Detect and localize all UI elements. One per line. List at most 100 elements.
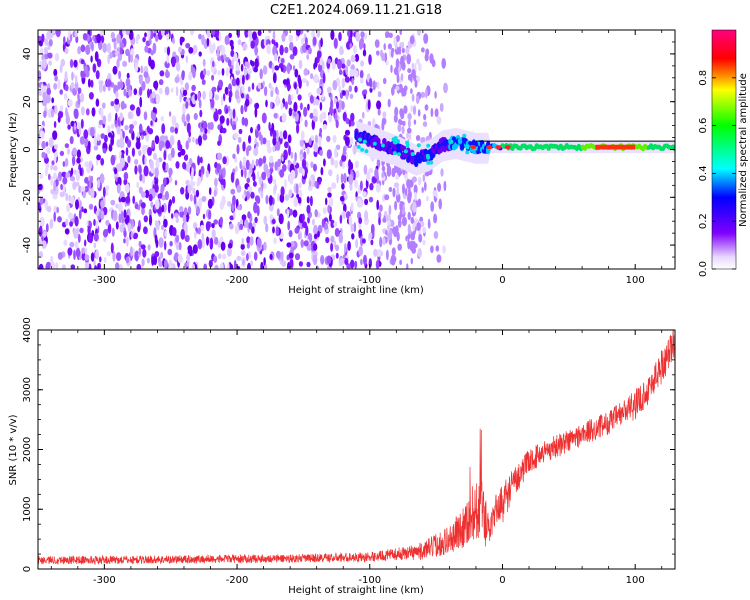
spectrogram-signal-highlight <box>392 151 397 156</box>
spectrogram-noise-mark <box>348 166 351 175</box>
spectrogram-noise-mark <box>120 210 124 222</box>
spectrogram-noise-mark <box>211 30 216 36</box>
spectrogram-noise-mark <box>368 258 372 268</box>
spectrogram-noise-mark <box>311 30 316 38</box>
spectrogram-noise-mark <box>390 254 396 266</box>
spectrogram-noise-mark <box>64 228 70 235</box>
spectrogram-noise-mark <box>241 193 246 200</box>
spectrogram-noise-mark <box>73 108 79 120</box>
spectrogram-noise-mark <box>344 76 350 83</box>
spectrogram-noise-mark <box>58 110 64 119</box>
spectrogram-noise-mark <box>140 65 144 74</box>
spectrogram-noise-mark <box>426 195 429 202</box>
spectrogram-noise-mark <box>217 108 222 115</box>
spectrogram-noise-mark <box>318 136 322 146</box>
spectrogram-noise-mark <box>217 152 223 161</box>
spectrogram-noise-mark <box>415 135 421 141</box>
spectrogram-noise-mark <box>72 155 76 166</box>
spectrogram-noise-mark <box>348 174 354 185</box>
spectrogram-noise-mark <box>160 30 165 37</box>
spectrogram-noise-mark <box>260 189 264 199</box>
spectrogram-noise-mark <box>200 224 205 232</box>
spectrogram-noise-mark <box>369 232 373 239</box>
spectrogram-noise-mark <box>182 89 188 97</box>
spectrogram-noise-mark <box>272 129 277 139</box>
spectrogram-noise-mark <box>233 52 238 62</box>
spectrogram-noise-mark <box>100 210 105 221</box>
spectrogram-noise-mark <box>430 107 434 118</box>
spectrogram-noise-mark <box>304 119 308 128</box>
spectrogram-noise-mark <box>167 153 173 162</box>
spectrogram-signal-highlight <box>426 160 431 165</box>
spectrogram-noise-mark <box>80 95 85 102</box>
spectrogram-x-tick-label: -100 <box>358 275 381 286</box>
spectrogram-noise-mark <box>194 264 198 269</box>
spectrogram-noise-mark <box>265 223 269 233</box>
spectrogram-noise-mark <box>328 114 333 123</box>
spectrogram-noise-mark <box>94 265 98 269</box>
spectrogram-noise-mark <box>425 87 428 99</box>
spectrogram-noise-mark <box>107 132 113 138</box>
spectrogram-noise-mark <box>306 30 309 33</box>
spectrogram-noise-mark <box>319 101 323 111</box>
spectrogram-noise-mark <box>378 216 381 226</box>
spectrogram-noise-mark <box>300 239 304 248</box>
spectrogram-noise-mark <box>147 30 151 40</box>
spectrogram-noise-mark <box>45 262 50 269</box>
spectrogram-noise-mark <box>409 35 415 45</box>
spectrogram-noise-mark <box>48 173 51 181</box>
spectrogram-noise-mark <box>100 108 104 119</box>
spectrogram-noise-mark <box>269 167 274 173</box>
spectrogram-noise-mark <box>179 206 184 213</box>
spectrogram-noise-mark <box>276 89 280 96</box>
spectrogram-noise-mark <box>412 105 417 116</box>
spectrogram-noise-mark <box>240 243 245 250</box>
spectrogram-noise-mark <box>363 164 368 175</box>
spectrogram-noise-mark <box>330 30 335 41</box>
spectrogram-noise-mark <box>217 140 222 146</box>
spectrogram-noise-mark <box>102 229 109 238</box>
spectrogram-noise-mark <box>127 139 132 148</box>
spectrogram-noise-mark <box>102 186 106 198</box>
spectrogram-noise-mark <box>231 78 237 87</box>
spectrogram-noise-mark <box>227 105 231 112</box>
spectrogram-noise-mark <box>197 155 201 166</box>
spectrogram-noise-mark <box>277 158 281 168</box>
spectrogram-noise-mark <box>304 37 308 46</box>
spectrogram-noise-mark <box>332 80 338 91</box>
spectrogram-noise-mark <box>190 64 194 74</box>
spectrogram-noise-mark <box>439 102 444 112</box>
spectrogram-noise-mark <box>393 36 397 47</box>
spectrogram-noise-mark <box>186 113 191 123</box>
spectrogram-noise-mark <box>245 73 249 81</box>
spectrogram-signal-mark <box>382 138 387 145</box>
snr-y-label: SNR (10 * v/v) <box>8 414 19 485</box>
spectrogram-noise-mark <box>408 134 412 140</box>
spectrogram-noise-mark <box>369 183 374 191</box>
spectrogram-noise-mark <box>57 216 62 223</box>
spectrogram-noise-mark <box>132 195 136 204</box>
spectrogram-noise-mark <box>306 80 309 87</box>
spectrogram-noise-mark <box>341 77 345 89</box>
spectrogram-noise-mark <box>47 52 53 59</box>
spectrogram-noise-mark <box>389 49 392 58</box>
spectrogram-noise-mark <box>427 220 431 229</box>
spectrogram-noise-mark <box>242 259 245 266</box>
spectrogram-noise-mark <box>232 108 236 120</box>
spectrogram-noise-mark <box>263 86 268 97</box>
spectrogram-noise-mark <box>122 30 125 36</box>
spectrogram-noise-mark <box>199 156 203 164</box>
spectrogram-noise-mark <box>84 185 89 193</box>
spectrogram-noise-mark <box>170 87 174 93</box>
spectrogram-noise-mark <box>244 219 249 228</box>
spectrogram-noise-mark <box>90 55 93 63</box>
spectrogram-noise-mark <box>381 52 386 62</box>
spectrogram-noise-mark <box>90 188 95 199</box>
spectrogram-noise-mark <box>422 239 426 246</box>
spectrogram-noise-mark <box>86 220 89 227</box>
spectrogram-noise-mark <box>234 89 240 100</box>
spectrogram-noise-mark <box>289 54 295 60</box>
spectrogram-noise-mark <box>406 53 412 65</box>
spectrogram-noise-mark <box>289 259 294 268</box>
spectrogram-noise-mark <box>136 181 140 189</box>
